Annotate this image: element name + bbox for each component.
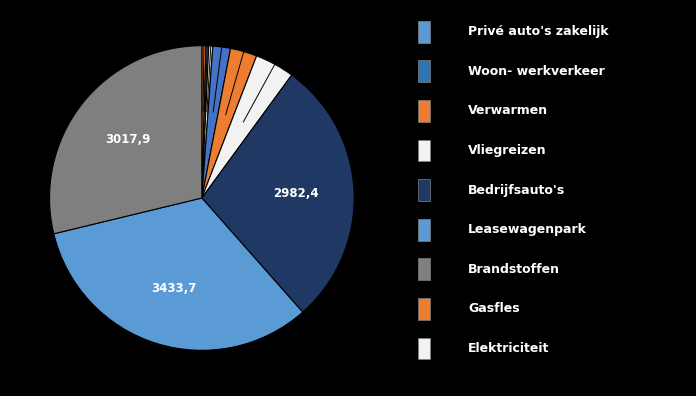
FancyBboxPatch shape xyxy=(418,337,429,360)
Text: 45,7: 45,7 xyxy=(194,8,215,111)
FancyBboxPatch shape xyxy=(418,259,429,280)
FancyBboxPatch shape xyxy=(418,139,429,161)
Wedge shape xyxy=(202,48,257,198)
FancyBboxPatch shape xyxy=(418,60,429,82)
Text: 297,4: 297,4 xyxy=(226,15,267,115)
FancyBboxPatch shape xyxy=(418,298,429,320)
Text: 30,6: 30,6 xyxy=(198,8,219,112)
Text: Gasfles: Gasfles xyxy=(468,303,520,315)
Text: Vliegreizen: Vliegreizen xyxy=(468,144,546,157)
Wedge shape xyxy=(202,56,292,198)
FancyBboxPatch shape xyxy=(418,219,429,240)
FancyBboxPatch shape xyxy=(418,100,429,122)
Wedge shape xyxy=(202,46,230,198)
Text: Privé auto's zakelijk: Privé auto's zakelijk xyxy=(468,25,608,38)
Wedge shape xyxy=(202,75,354,312)
Text: Elektriciteit: Elektriciteit xyxy=(468,342,549,355)
Wedge shape xyxy=(202,46,213,198)
Text: Leasewagenpark: Leasewagenpark xyxy=(468,223,587,236)
Text: 439,6: 439,6 xyxy=(244,30,304,122)
Text: Verwarmen: Verwarmen xyxy=(468,105,548,117)
Text: 44,4: 44,4 xyxy=(203,8,223,112)
Text: Bedrijfsauto's: Bedrijfsauto's xyxy=(468,184,565,196)
FancyBboxPatch shape xyxy=(418,21,429,42)
Text: 3017,9: 3017,9 xyxy=(105,133,150,146)
FancyBboxPatch shape xyxy=(418,179,429,201)
Text: 2982,4: 2982,4 xyxy=(274,187,319,200)
Wedge shape xyxy=(49,46,202,234)
Wedge shape xyxy=(202,46,209,198)
Wedge shape xyxy=(202,46,206,198)
Text: 3433,7: 3433,7 xyxy=(151,282,196,295)
Text: 196: 196 xyxy=(213,9,235,112)
Text: Brandstoffen: Brandstoffen xyxy=(468,263,560,276)
Text: Woon- werkverkeer: Woon- werkverkeer xyxy=(468,65,605,78)
Wedge shape xyxy=(54,198,303,350)
